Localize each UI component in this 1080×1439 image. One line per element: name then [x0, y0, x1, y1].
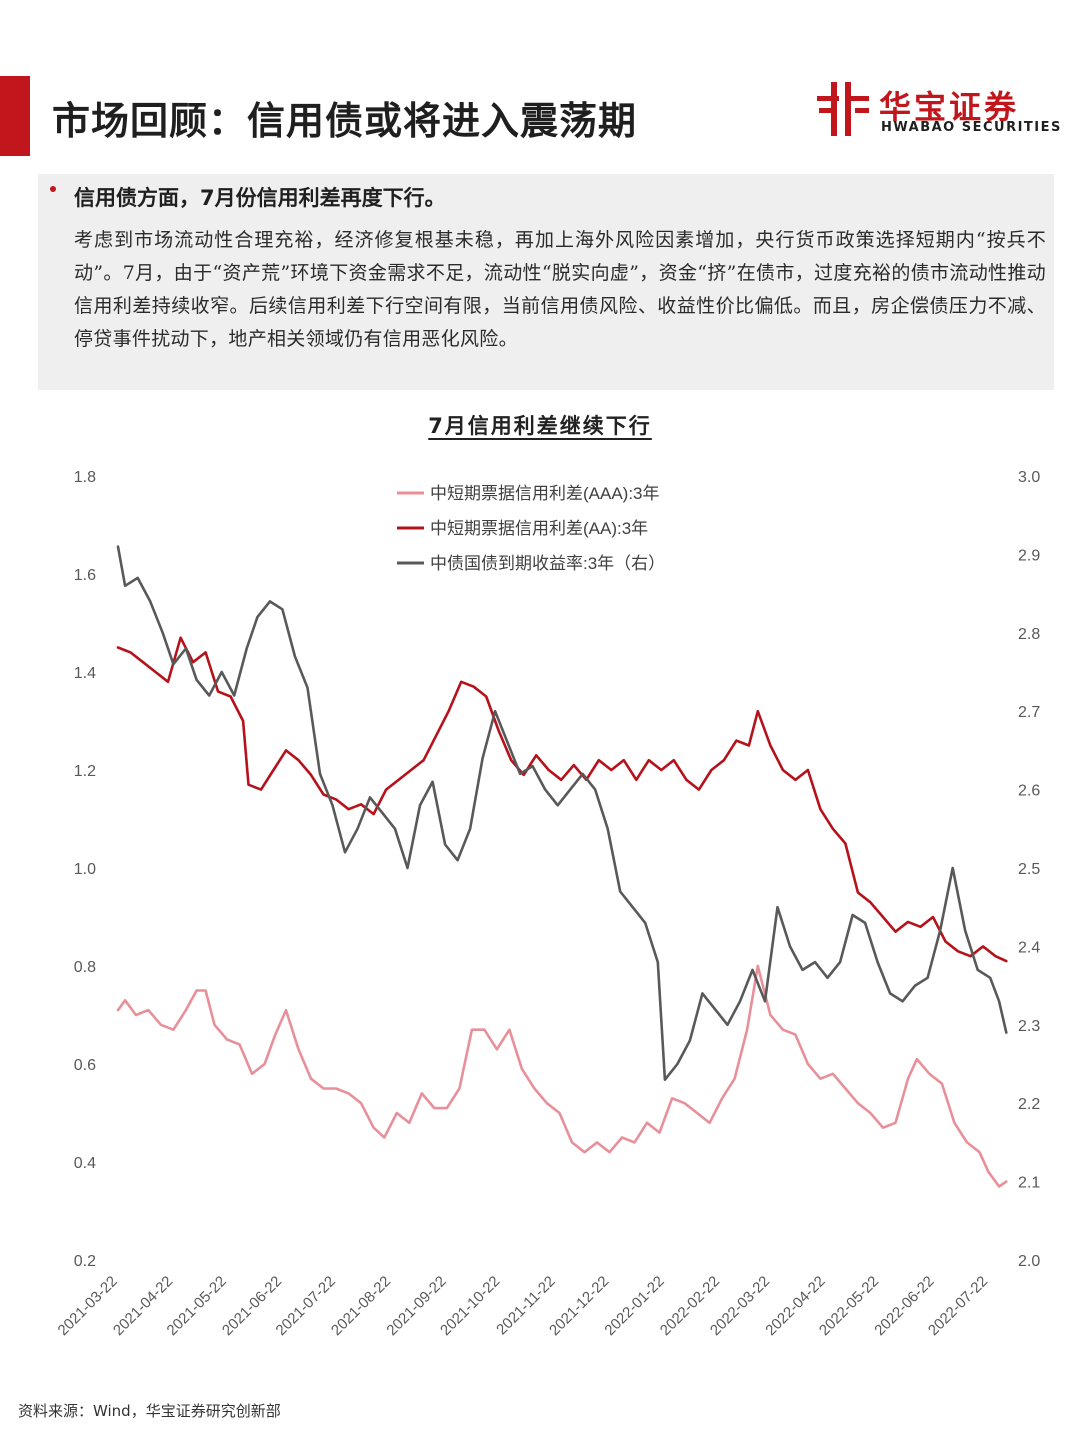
y-tick-label-right: 2.1: [1018, 1175, 1040, 1192]
summary-box: [38, 174, 1054, 390]
y-tick-label-right: 2.2: [1018, 1096, 1040, 1113]
legend-label-3: 中债国债到期收益率:3年（右）: [430, 554, 665, 573]
y-tick-label-left: 1.8: [74, 469, 96, 486]
summary-heading: 信用债方面，7月份信用利差再度下行。: [74, 186, 446, 210]
series-line-2: [116, 636, 1008, 963]
legend-label-1: 中短期票据信用利差(AAA):3年: [430, 484, 660, 503]
y-tick-label-left: 0.8: [74, 959, 96, 976]
y-tick-label-left: 0.2: [74, 1253, 96, 1270]
logo-name-cn: 华宝证券: [879, 88, 1020, 126]
series-line-1: [116, 964, 1008, 1188]
source-note: 资料来源：Wind，华宝证券研究创新部: [18, 1402, 281, 1420]
y-tick-label-right: 2.4: [1018, 939, 1040, 956]
legend-label-2: 中短期票据信用利差(AA):3年: [430, 519, 648, 538]
series-line-3: [116, 545, 1008, 1082]
y-tick-label-right: 2.8: [1018, 626, 1040, 643]
y-tick-label-right: 2.5: [1018, 861, 1040, 878]
logo-name-en: HWABAO SECURITIES: [881, 120, 1062, 135]
chart-title-wrap: 7月信用利差继续下行: [0, 410, 1080, 440]
y-tick-label-left: 1.2: [74, 763, 96, 780]
summary-body: 考虑到市场流动性合理充裕，经济修复根基未稳，再加上海外风险因素增加，央行货币政策…: [74, 229, 1046, 350]
company-logo: 华宝证券 HWABAO SECURITIES: [815, 80, 1065, 140]
y-tick-label-right: 2.7: [1018, 704, 1040, 721]
line-chart: 0.2 0.4 0.6 0.8 1.0 1.2 1.4 1.6 1.8 2.0 2.1 2.2 2.3 2…: [55, 469, 1041, 1339]
page-title: 市场回顾：信用债或将进入震荡期: [52, 99, 638, 143]
y-tick-label-left: 1.4: [74, 665, 96, 682]
y-tick-label-right: 2.0: [1018, 1253, 1040, 1270]
y-tick-label-left: 0.4: [74, 1155, 96, 1172]
chart-title: 7月信用利差继续下行: [428, 414, 652, 438]
y-tick-label-left: 1.6: [74, 567, 96, 584]
y-tick-label-left: 0.6: [74, 1057, 96, 1074]
y-tick-label-left: 1.0: [74, 861, 96, 878]
y-tick-label-right: 2.9: [1018, 547, 1040, 564]
title-accent-bar: [0, 76, 30, 156]
y-tick-label-right: 2.6: [1018, 783, 1040, 800]
y-tick-label-right: 2.3: [1018, 1018, 1040, 1035]
y-tick-label-right: 3.0: [1018, 469, 1040, 486]
bullet-dot-icon: [50, 186, 56, 192]
hwabao-logo-mark-icon: [817, 82, 869, 136]
